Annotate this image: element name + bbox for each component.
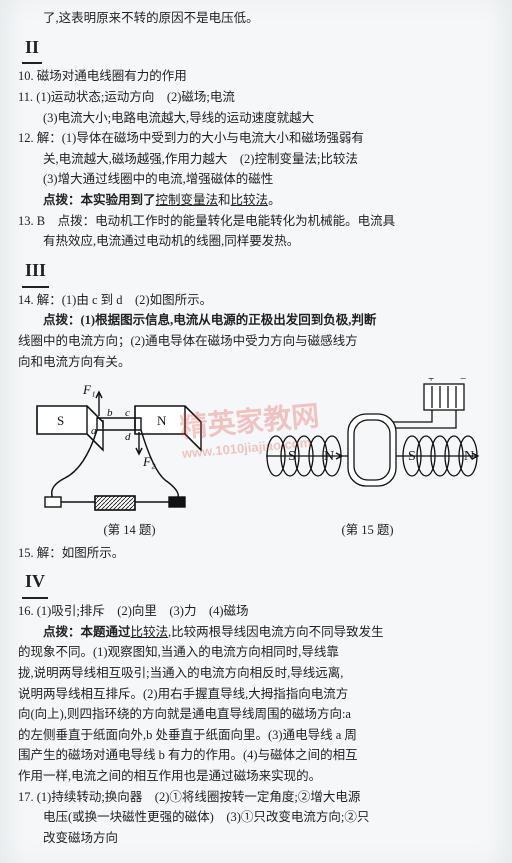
end: 。 [268, 193, 281, 207]
fig14-label-F2: F₂ [142, 454, 156, 469]
figure-14: S N F₁ F₂ a b c d (第 14 题) [25, 378, 235, 541]
fig15-label-S: S [288, 449, 296, 464]
fig15-svg: S N S N + − [248, 378, 488, 518]
fig14-label-a: a [91, 425, 97, 437]
q12-line2: 关,电流越大,磁场越强,作用力越大 (2)控制变量法;比较法 [18, 149, 494, 170]
fig14-svg: S N F₁ F₂ a b c d [25, 378, 235, 518]
q13-line2: 有热效应,电流通过电动机的线圈,同样要发热。 [18, 231, 494, 252]
q16-db7: 围产生的磁场对通电导线 b 有力的作用。(4)与磁体之间的相互 [18, 745, 494, 766]
fig14-label-S: S [57, 413, 64, 428]
section-II-marker: II [22, 33, 42, 65]
fig15-label-N-right: N [464, 449, 474, 464]
q14-db1: 点拨：(1)根据图示信息,电流从电源的正极出发回到负极,判断 [18, 310, 494, 331]
q16-db4: 说明两导线相互排斥。(2)用右手握直导线,大拇指指向电流方 [18, 684, 494, 705]
fig15-caption: (第 15 题) [248, 520, 488, 541]
q16-db5: 向(向上),则四指环绕的方向就是通电直导线周围的磁场方向:a [18, 704, 494, 725]
q16-db3: 拢,说明两导线相互吸引;当通入的电流方向相反时,导线远离, [18, 663, 494, 684]
underline-2: 比较法 [231, 193, 269, 207]
figure-row: S N F₁ F₂ a b c d (第 14 题) [18, 378, 494, 541]
section-III-marker: III [22, 256, 49, 288]
q14-line1: 14. 解：(1)由 c 到 d (2)如图所示。 [18, 290, 494, 311]
q14-db3: 向和电流方向有关。 [18, 352, 494, 373]
fig14-label-N: N [157, 413, 167, 428]
underline-1: 控制变量法 [156, 193, 219, 207]
q16-db8: 作用一样,电流之间的相互作用也是通过磁场来实现的。 [18, 766, 494, 787]
underline-3: 比较法 [131, 625, 169, 639]
q16-line1: 16. (1)吸引;排斥 (2)向里 (3)力 (4)磁场 [18, 601, 494, 622]
q17-line3: 改变磁场方向 [18, 828, 494, 849]
dianbo-label: 点拨：本实验用到了 [43, 193, 156, 207]
q12-dianbo: 点拨：本实验用到了控制变量法和比较法。 [18, 190, 494, 211]
fig14-label-b: b [107, 407, 113, 419]
q11-line2: (3)电流大小;电路电流越大,导线的运动速度就越大 [18, 108, 494, 129]
q13-line1: 13. B 点拨：电动机工作时的能量转化是电能转化为机械能。电流具 [18, 211, 494, 232]
q17-line1: 17. (1)持续转动;换向器 (2)①将线圈按转一定角度;②增大电源 [18, 787, 494, 808]
q16-db1: 点拨：本题通过比较法,比较两根导线因电流方向不同导致发生 [18, 622, 494, 643]
fig14-label-c: c [125, 407, 130, 419]
fig14-caption: (第 14 题) [25, 520, 235, 541]
q12-line1: 12. 解：(1)导体在磁场中受到力的大小与电流大小和磁场强弱有 [18, 128, 494, 149]
intro-line: 了,这表明原来不转的原因不是电压低。 [18, 8, 494, 29]
q10: 10. 磁场对通电线圈有力的作用 [18, 66, 494, 87]
q16-db1-post: ,比较两根导线因电流方向不同导致发生 [168, 625, 384, 639]
q14-db2: 线圈中的电流方向；(2)通电导体在磁场中受力方向与磁感线方 [18, 331, 494, 352]
fig15-minus: − [460, 378, 466, 385]
fig15-label-S-right: S [408, 449, 416, 464]
fig15-plus: + [428, 378, 434, 385]
fig14-label-F1: F₁ [82, 382, 95, 397]
section-IV-marker: IV [22, 567, 48, 599]
scanned-page: 了,这表明原来不转的原因不是电压低。 II 10. 磁场对通电线圈有力的作用 1… [0, 0, 512, 863]
dianbo-label-16: 点拨：本题通过 [43, 625, 131, 639]
q11-line1: 11. (1)运动状态;运动方向 (2)磁场;电流 [18, 87, 494, 108]
q16-db2: 的现象不同。(1)观察图知,当通入的电流方向相同时,导线靠 [18, 642, 494, 663]
fig15-label-N-left: N [324, 449, 334, 464]
q15: 15. 解：如图所示。 [18, 543, 494, 564]
q16-db6: 的左侧垂直于纸面向外,b 处垂直于纸面向里。(3)通电导线 a 周 [18, 725, 494, 746]
figure-15: S N S N + − (第 15 题) [248, 378, 488, 541]
mid: 和 [218, 193, 231, 207]
q12-line3: (3)增大通过线圈中的电流,增强磁体的磁性 [18, 169, 494, 190]
dianbo-label-14: 点拨：(1)根据图示信息,电流从电源的正极出发回到负极,判断 [43, 313, 376, 327]
q17-line2: 电压(或换一块磁性更强的磁体) (3)①只改变电流方向;②只 [18, 807, 494, 828]
fig14-label-d: d [125, 431, 131, 443]
